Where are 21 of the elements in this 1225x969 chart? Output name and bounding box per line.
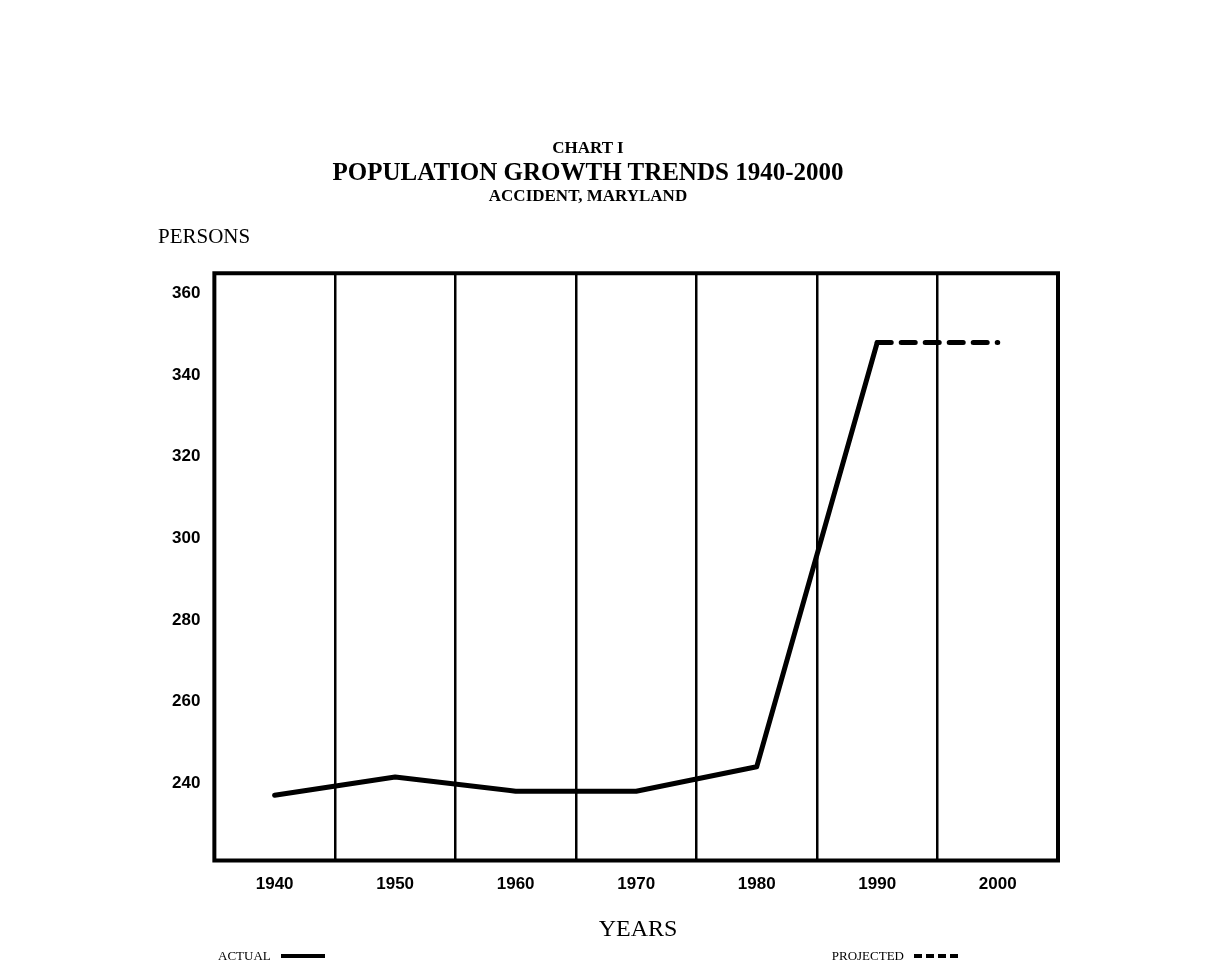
y-tick-label: 280 bbox=[171, 609, 201, 629]
legend-label: PROJECTED bbox=[831, 948, 904, 964]
x-tick-label: 1940 bbox=[255, 874, 294, 894]
y-axis-title: PERSONS bbox=[158, 224, 252, 249]
x-tick-label: 1950 bbox=[376, 874, 415, 894]
y-tick-label: 340 bbox=[171, 364, 201, 384]
x-tick-label: 1990 bbox=[858, 874, 897, 894]
x-tick-label: 1980 bbox=[737, 874, 776, 894]
legend-label: ACTUAL bbox=[218, 948, 271, 964]
x-tick-label: 1970 bbox=[617, 874, 656, 894]
y-tick-label: 300 bbox=[171, 528, 201, 548]
x-axis-title: YEARS bbox=[597, 915, 679, 942]
chart-subtitle: ACCIDENT, MARYLAND bbox=[487, 186, 689, 206]
y-tick-label: 360 bbox=[171, 283, 201, 303]
y-tick-label: 320 bbox=[171, 446, 201, 466]
x-tick-label: 1960 bbox=[496, 874, 535, 894]
x-tick-label: 2000 bbox=[978, 874, 1017, 894]
text: CHART I bbox=[551, 138, 625, 158]
y-tick-label: 240 bbox=[171, 772, 201, 792]
chart-title: POPULATION GROWTH TRENDS 1940-2000 bbox=[331, 158, 845, 186]
y-tick-label: 260 bbox=[171, 691, 201, 711]
